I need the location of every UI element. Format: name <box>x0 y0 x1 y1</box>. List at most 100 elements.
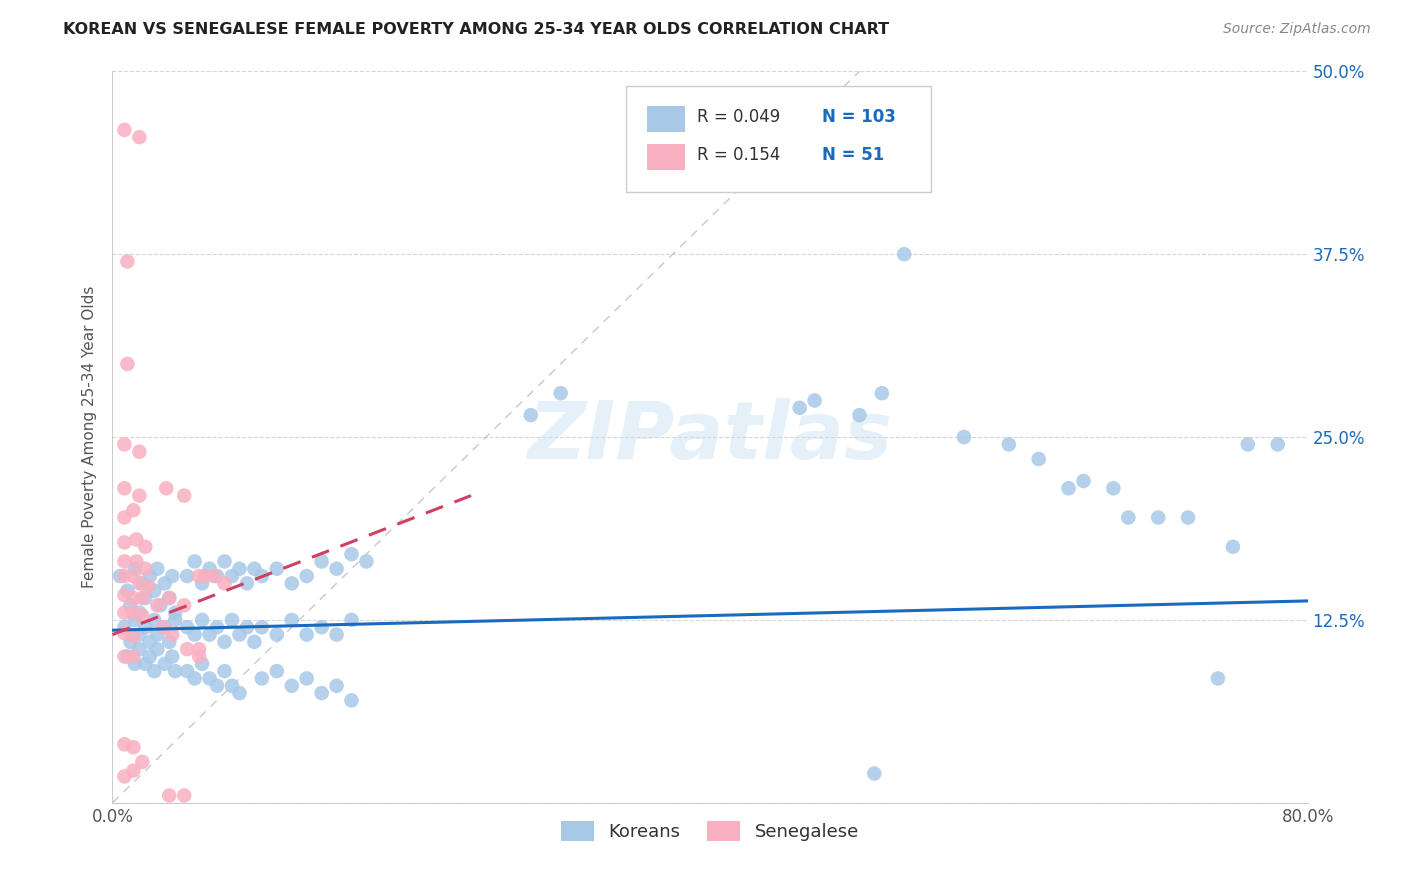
Point <box>550 386 572 401</box>
Point <box>183 627 205 641</box>
Point <box>188 649 211 664</box>
Point <box>250 620 273 634</box>
Point <box>124 657 146 671</box>
Point <box>1237 437 1260 451</box>
Point <box>870 386 893 401</box>
Point <box>848 408 870 422</box>
Point <box>998 437 1021 451</box>
Point <box>157 591 180 605</box>
Point <box>153 657 176 671</box>
Point <box>1222 540 1244 554</box>
Point <box>173 489 195 503</box>
Point <box>114 626 135 640</box>
Point <box>162 569 183 583</box>
Point <box>146 627 169 641</box>
FancyBboxPatch shape <box>627 86 931 192</box>
Point <box>128 642 150 657</box>
Point <box>139 569 162 583</box>
Point <box>311 686 333 700</box>
Point <box>128 444 150 458</box>
Point <box>143 613 166 627</box>
Point <box>198 627 221 641</box>
Point <box>295 672 318 686</box>
Point <box>295 627 318 641</box>
Point <box>114 620 135 634</box>
Point <box>176 620 198 634</box>
Text: ZIPatlas: ZIPatlas <box>527 398 893 476</box>
Point <box>138 579 160 593</box>
Point <box>125 533 148 547</box>
Point <box>1073 474 1095 488</box>
Point <box>125 554 148 568</box>
Point <box>214 554 236 568</box>
Point <box>236 576 259 591</box>
Point <box>183 554 205 568</box>
Point <box>325 562 347 576</box>
Point <box>194 569 217 583</box>
Point <box>1177 510 1199 524</box>
Point <box>114 769 135 783</box>
Point <box>120 635 142 649</box>
Point <box>214 664 236 678</box>
Text: R = 0.154: R = 0.154 <box>697 146 780 164</box>
Point <box>117 357 139 371</box>
Point <box>124 562 146 576</box>
Text: N = 103: N = 103 <box>823 109 896 127</box>
Text: Source: ZipAtlas.com: Source: ZipAtlas.com <box>1223 22 1371 37</box>
Point <box>340 693 363 707</box>
Point <box>134 657 156 671</box>
Point <box>198 562 221 576</box>
Point <box>221 569 243 583</box>
Legend: Koreans, Senegalese: Koreans, Senegalese <box>554 814 866 848</box>
Point <box>153 620 176 634</box>
Point <box>117 583 139 598</box>
Point <box>1028 452 1050 467</box>
Point <box>173 599 195 613</box>
FancyBboxPatch shape <box>647 144 685 170</box>
Point <box>146 562 169 576</box>
Point <box>157 591 180 605</box>
FancyBboxPatch shape <box>647 106 685 132</box>
Point <box>149 599 172 613</box>
Point <box>131 755 153 769</box>
Text: N = 51: N = 51 <box>823 146 884 164</box>
Point <box>114 588 135 602</box>
Point <box>295 569 318 583</box>
Point <box>953 430 976 444</box>
Point <box>893 247 915 261</box>
Point <box>122 591 145 605</box>
Point <box>114 737 135 751</box>
Point <box>188 642 211 657</box>
Point <box>266 562 288 576</box>
Point <box>128 130 150 145</box>
Point <box>228 686 250 700</box>
Text: R = 0.049: R = 0.049 <box>697 109 780 127</box>
Point <box>122 649 145 664</box>
Point <box>153 576 176 591</box>
Point <box>162 649 183 664</box>
Point <box>134 620 156 634</box>
Point <box>134 540 156 554</box>
Point <box>176 664 198 678</box>
Point <box>146 599 169 613</box>
Point <box>155 481 177 495</box>
Point <box>1057 481 1080 495</box>
Point <box>114 481 135 495</box>
Point <box>243 562 266 576</box>
Point <box>214 576 236 591</box>
Point <box>188 569 211 583</box>
Point <box>114 123 135 137</box>
Point <box>803 393 825 408</box>
Point <box>1118 510 1140 524</box>
Point <box>236 620 259 634</box>
Point <box>122 569 145 583</box>
Point <box>183 672 205 686</box>
Point <box>243 635 266 649</box>
Point <box>191 613 214 627</box>
Point <box>1102 481 1125 495</box>
Point <box>114 437 135 451</box>
Point <box>266 627 288 641</box>
Point <box>205 569 228 583</box>
Point <box>120 599 142 613</box>
Point <box>128 627 150 641</box>
